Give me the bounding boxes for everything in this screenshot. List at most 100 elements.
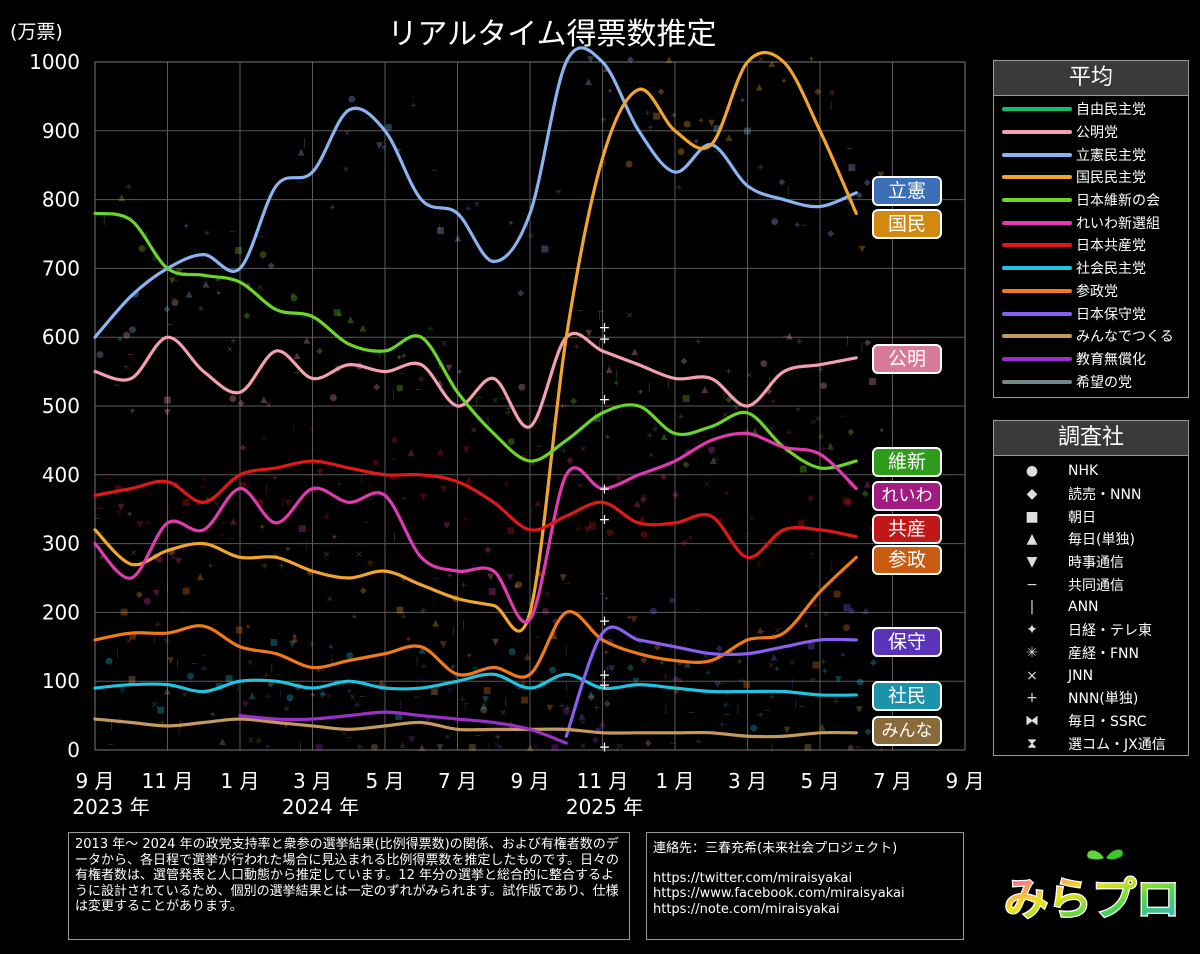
poll-point: ◆ [716,644,723,654]
poll-point: ● [515,580,523,590]
poll-point: ✳ [646,431,654,441]
poll-point: ▲ [527,743,534,753]
poll-point: ✦ [315,666,323,676]
contact-link-facebook[interactable]: https://www.facebook.com/miraisyakai [653,886,905,901]
poll-point: | [723,390,726,400]
poll-point: ■ [430,687,439,697]
poll-point: ✳ [400,613,408,623]
poll-point: ▼ [446,363,453,373]
poll-point: − [330,369,338,379]
legend-line-swatch [1002,107,1072,112]
poll-point: ● [259,250,267,260]
x-tick-labels: 9 月 11 月 1 月 3 月 5 月 7 月 9 月 11 月 1 月 3 月 5 月 7 月 9 … [72,769,984,819]
poll-point: + [675,183,683,193]
poll-point: ✳ [757,163,765,173]
contact-link-note[interactable]: https://note.com/miraisyakai [653,901,840,917]
poll-point: × [787,643,795,653]
poll-point: ✦ [494,733,502,743]
poll-point: ✦ [215,289,223,299]
poll-point: ▲ [756,82,763,92]
poll-point: × [441,339,449,349]
poll-point: ▲ [291,634,298,644]
poll-point: × [213,500,221,510]
poll-point: ■ [593,414,602,424]
legend-pollsters-title: 調査社 [994,421,1188,456]
poll-point: − [563,579,571,589]
x-tick-label: 9 月 [510,769,549,793]
poll-point: ✦ [126,510,134,520]
legend-pollster-item: ✳ 産経・FNN [994,642,1188,665]
poll-point: ● [385,122,393,132]
poll-point: ✳ [641,492,649,502]
poll-point: + [164,502,172,512]
legend-line-swatch [1002,266,1072,271]
plus-marker: + [599,482,611,498]
poll-point: ◆ [680,357,687,367]
poll-point: | [299,743,302,753]
poll-point: − [888,571,896,581]
poll-point: ● [507,437,515,447]
poll-point: − [617,498,625,508]
poll-point: × [265,401,273,411]
poll-point: ◆ [552,617,559,627]
legend-line-swatch [1002,311,1072,316]
poll-point: − [597,307,605,317]
poll-point: + [695,337,703,347]
poll-point: ● [480,705,488,715]
poll-point: + [459,695,467,705]
poll-point: ▼ [136,520,143,530]
poll-point: × [151,700,159,710]
poll-point: ✳ [527,232,535,242]
poll-point: ▼ [877,170,884,180]
poll-point: + [563,703,571,713]
poll-point: ✳ [255,737,263,747]
legend-average-label: 公明党 [1076,125,1118,142]
poll-point: − [310,445,318,455]
poll-point: − [211,620,219,630]
poll-point: ◆ [566,456,573,466]
poll-point: ✳ [366,559,374,569]
poll-point: ✳ [417,376,425,386]
legend-average-item: れいわ新選組 [994,211,1188,234]
legend-pollster-label: ANN [1068,599,1099,616]
x-year-label: 2023 年 [72,795,149,819]
legend-pollster-item: ⧓ 毎日・SSRC [994,710,1188,733]
poll-point: ✦ [736,658,744,668]
poll-point: ✳ [600,116,608,126]
poll-point: ✳ [828,89,836,99]
legend-pollster-label: 日経・テレ東 [1068,623,1152,640]
poll-point: − [474,732,482,742]
poll-point: | [667,380,670,390]
poll-point: ✦ [603,595,611,605]
legend-pollster-symbol: + [1026,690,1038,707]
poll-point: × [733,404,741,414]
poll-point: ▲ [260,395,267,405]
poll-point: | [846,336,849,346]
legend-average-label: 日本保守党 [1076,306,1146,323]
poll-point: ● [708,445,716,455]
poll-point: ✦ [331,533,339,543]
poll-point: ◆ [864,727,871,737]
poll-point: − [800,221,808,231]
poll-point: × [768,661,776,671]
poll-point: − [229,227,237,237]
contact-link-twitter[interactable]: https://twitter.com/miraisyakai [653,870,853,886]
series-line [93,50,858,633]
poll-point: | [648,384,651,394]
poll-point: ✳ [817,365,825,375]
poll-point: | [565,683,568,693]
poll-point: ◆ [373,382,380,392]
poll-point: ◆ [683,460,690,470]
poll-point: + [593,703,601,713]
x-tick-label: 3 月 [293,769,332,793]
legend-pollster-label: 共同通信 [1068,577,1124,594]
poll-point: − [398,370,406,380]
legend-average-title: 平均 [994,61,1188,96]
poll-point: ● [606,528,614,538]
x-tick-label: 5 月 [365,769,404,793]
poll-point: ✦ [214,276,222,286]
poll-point: ◆ [673,686,680,696]
poll-point: ● [290,293,298,303]
y-unit-label: (万票) [10,21,63,43]
poll-point: ✳ [600,159,608,169]
